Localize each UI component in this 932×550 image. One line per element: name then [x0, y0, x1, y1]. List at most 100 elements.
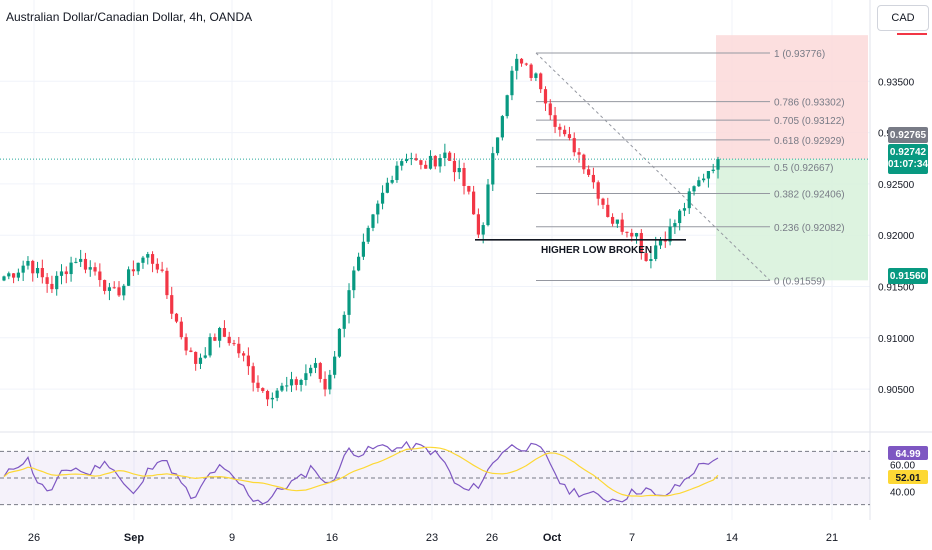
candle-body — [45, 277, 49, 284]
candle — [136, 262, 140, 275]
candle — [299, 378, 303, 392]
candle-body — [112, 287, 116, 289]
candle — [261, 387, 265, 393]
candle-body — [548, 103, 552, 116]
candle-body — [261, 388, 265, 392]
candle — [16, 268, 20, 282]
candle-body — [582, 154, 586, 170]
candle-body — [692, 186, 696, 192]
candle-body — [448, 152, 452, 161]
candle-body — [390, 180, 394, 183]
candle-body — [103, 280, 107, 291]
candle — [21, 260, 25, 282]
candle — [534, 72, 538, 81]
candle-body — [21, 265, 25, 273]
candle — [126, 266, 131, 286]
candle — [682, 202, 687, 217]
candle-body — [543, 89, 548, 104]
candle — [668, 218, 672, 246]
candle-body — [630, 232, 634, 237]
rsi-ma-value-tag: 52.01 — [888, 470, 928, 484]
candle — [203, 347, 207, 359]
candle-body — [414, 158, 418, 161]
current-price-tag-bg — [888, 144, 928, 174]
candle-body — [596, 182, 600, 199]
stop-loss-zone — [716, 35, 868, 160]
candle-body — [639, 233, 643, 254]
candle — [141, 255, 145, 269]
fib-level-label: 0.382 (0.92406) — [774, 190, 845, 201]
candle — [424, 160, 428, 169]
candle — [189, 347, 193, 353]
candle-body — [122, 285, 126, 296]
candle-body — [371, 214, 375, 228]
candle — [615, 219, 619, 228]
candle — [289, 371, 294, 392]
candle — [582, 153, 586, 174]
time-axis[interactable]: 26 Sep 9 16 23 26 Oct 7 14 21 — [28, 532, 838, 544]
candle — [591, 167, 596, 189]
candle — [553, 106, 557, 134]
candle-body — [400, 161, 404, 166]
rsi-pane — [0, 440, 870, 506]
candle — [385, 177, 389, 194]
candle — [361, 233, 365, 260]
candle — [380, 185, 385, 210]
candle-body — [610, 216, 615, 224]
candle — [601, 197, 605, 210]
candle-body — [179, 321, 183, 338]
fib-trend-line — [535, 52, 771, 281]
candle-body — [2, 276, 6, 281]
candle — [529, 63, 533, 81]
candle — [395, 161, 399, 183]
candle-body — [716, 159, 720, 170]
candle — [371, 213, 375, 232]
candle-body — [136, 262, 140, 272]
currency-button[interactable]: CAD — [877, 5, 929, 31]
rsi-line — [3, 440, 719, 505]
candle — [711, 163, 715, 174]
candle — [495, 137, 500, 156]
candle — [357, 252, 361, 272]
candle-body — [16, 272, 20, 278]
candle — [74, 257, 78, 264]
candle-body — [462, 168, 466, 187]
candle-body — [170, 295, 174, 314]
candle — [184, 333, 188, 356]
candle-body — [366, 227, 370, 242]
candle-body — [318, 363, 322, 379]
candle — [467, 185, 471, 195]
take-profit-zone — [716, 159, 868, 281]
candle — [543, 86, 548, 111]
grid-lines — [0, 0, 932, 520]
upper-price-tag: 0.92765 — [888, 127, 928, 143]
time-tick-label: Oct — [543, 532, 562, 544]
candle-body — [553, 115, 557, 127]
candle-body — [404, 158, 409, 162]
candle-body — [587, 169, 591, 175]
candle — [515, 53, 519, 80]
candle-body — [563, 129, 567, 135]
candle — [218, 326, 222, 348]
candle-body — [155, 263, 159, 270]
price-axis[interactable]: 0.935000.930000.925000.920000.915000.910… — [878, 77, 928, 498]
candle — [40, 259, 44, 284]
candle — [702, 173, 706, 183]
price-tick-label: 0.91500 — [878, 282, 915, 293]
candle — [625, 231, 629, 238]
candle-body — [289, 379, 294, 386]
candle-body — [59, 271, 64, 276]
candle-body — [539, 73, 543, 90]
symbol-title: Australian Dollar/Canadian Dollar, 4h, O… — [6, 10, 253, 24]
candle — [251, 362, 255, 392]
candle-body — [160, 269, 164, 271]
candle — [419, 160, 423, 170]
candle — [539, 72, 543, 93]
candle — [117, 281, 121, 297]
candle-body — [98, 271, 102, 281]
candle-body — [165, 270, 169, 296]
fib-retracement[interactable]: 1 (0.93776) 0.786 (0.93302) 0.705 (0.93122… — [535, 49, 845, 287]
candle — [232, 339, 236, 346]
